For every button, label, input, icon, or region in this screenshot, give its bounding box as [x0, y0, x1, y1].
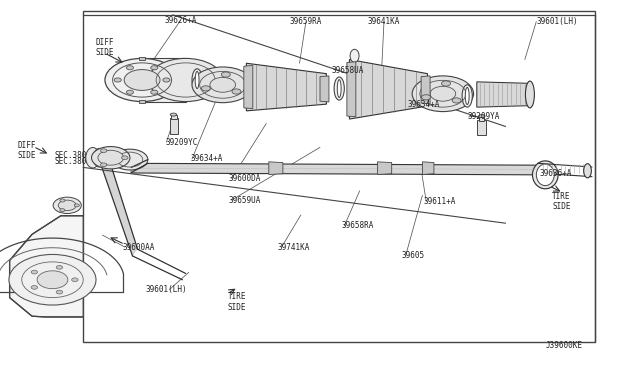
Ellipse shape — [462, 85, 472, 107]
Polygon shape — [378, 162, 392, 174]
Circle shape — [105, 58, 179, 102]
Circle shape — [37, 271, 68, 289]
Circle shape — [53, 197, 81, 214]
Text: 39611+A: 39611+A — [424, 197, 456, 206]
Text: 39605: 39605 — [402, 251, 425, 260]
Circle shape — [221, 72, 230, 77]
Circle shape — [100, 163, 107, 167]
Circle shape — [122, 156, 128, 160]
Ellipse shape — [93, 148, 105, 167]
Ellipse shape — [334, 77, 344, 100]
Polygon shape — [421, 76, 430, 104]
Circle shape — [31, 270, 38, 274]
Ellipse shape — [465, 87, 469, 105]
Polygon shape — [269, 162, 283, 174]
Circle shape — [148, 58, 223, 102]
Circle shape — [151, 66, 158, 70]
Circle shape — [210, 77, 236, 92]
Text: 39600AA: 39600AA — [123, 243, 156, 251]
Text: SEC.380: SEC.380 — [54, 151, 87, 160]
Ellipse shape — [350, 49, 359, 62]
Polygon shape — [142, 58, 186, 102]
Text: DIFF
SIDE: DIFF SIDE — [18, 141, 36, 160]
Polygon shape — [244, 65, 253, 109]
Polygon shape — [422, 162, 434, 174]
Polygon shape — [320, 76, 329, 102]
Circle shape — [92, 147, 130, 169]
Circle shape — [163, 78, 170, 82]
Text: 39659RA: 39659RA — [290, 17, 322, 26]
Polygon shape — [131, 163, 538, 175]
Circle shape — [452, 98, 461, 103]
Circle shape — [232, 89, 241, 94]
Text: 39209YC: 39209YC — [165, 138, 198, 147]
Circle shape — [56, 290, 63, 294]
Ellipse shape — [584, 164, 591, 178]
Bar — [477, 120, 486, 135]
Ellipse shape — [86, 148, 100, 168]
Circle shape — [60, 209, 65, 212]
Bar — [171, 115, 177, 119]
Text: 39601(LH): 39601(LH) — [536, 17, 578, 26]
Polygon shape — [246, 63, 326, 111]
Circle shape — [114, 78, 122, 82]
Ellipse shape — [479, 115, 485, 118]
Text: 39658RA: 39658RA — [342, 221, 374, 230]
Circle shape — [112, 149, 148, 170]
Text: 39209YA: 39209YA — [467, 112, 500, 121]
Ellipse shape — [525, 81, 534, 108]
Text: 39626+A: 39626+A — [164, 16, 196, 25]
Ellipse shape — [337, 80, 341, 97]
Polygon shape — [139, 100, 145, 103]
Circle shape — [430, 86, 456, 101]
Text: SEC.380: SEC.380 — [54, 157, 87, 166]
Text: 39658UA: 39658UA — [332, 66, 364, 75]
Circle shape — [31, 286, 38, 289]
Bar — [479, 117, 484, 121]
Circle shape — [412, 76, 474, 112]
Text: TIRE
SIDE: TIRE SIDE — [228, 292, 246, 312]
Circle shape — [56, 266, 63, 269]
Polygon shape — [131, 160, 148, 173]
Polygon shape — [10, 216, 83, 317]
Circle shape — [98, 150, 124, 165]
Circle shape — [126, 90, 134, 94]
Text: 39634+A: 39634+A — [408, 100, 440, 109]
Ellipse shape — [170, 113, 177, 116]
Bar — [83, 11, 595, 342]
Circle shape — [202, 86, 211, 91]
Ellipse shape — [192, 69, 202, 91]
Circle shape — [442, 81, 451, 86]
Circle shape — [58, 200, 76, 211]
Text: DIFF
SIDE: DIFF SIDE — [95, 38, 113, 57]
Text: J39600KE: J39600KE — [545, 341, 582, 350]
Polygon shape — [347, 62, 356, 117]
Text: 39741KA: 39741KA — [278, 243, 310, 251]
Polygon shape — [349, 60, 428, 119]
Bar — [170, 118, 178, 134]
Circle shape — [124, 70, 160, 90]
Polygon shape — [97, 148, 138, 256]
Text: 39659UA: 39659UA — [228, 196, 261, 205]
Circle shape — [151, 90, 158, 94]
Circle shape — [60, 199, 65, 202]
Circle shape — [422, 95, 431, 100]
Polygon shape — [139, 57, 145, 60]
Text: 39600DA: 39600DA — [228, 174, 261, 183]
Circle shape — [9, 254, 96, 305]
Text: 39634+A: 39634+A — [190, 154, 223, 163]
Ellipse shape — [532, 161, 558, 189]
Polygon shape — [477, 82, 530, 107]
Text: 39636+A: 39636+A — [540, 169, 572, 178]
Circle shape — [74, 204, 79, 207]
Ellipse shape — [195, 71, 199, 89]
Ellipse shape — [536, 164, 554, 186]
Circle shape — [127, 66, 134, 70]
Circle shape — [100, 149, 107, 153]
Text: 39601(LH): 39601(LH) — [145, 285, 188, 294]
Text: TIRE
SIDE: TIRE SIDE — [552, 192, 570, 211]
Circle shape — [72, 278, 78, 282]
Text: 39641KA: 39641KA — [368, 17, 400, 26]
Circle shape — [192, 67, 253, 103]
